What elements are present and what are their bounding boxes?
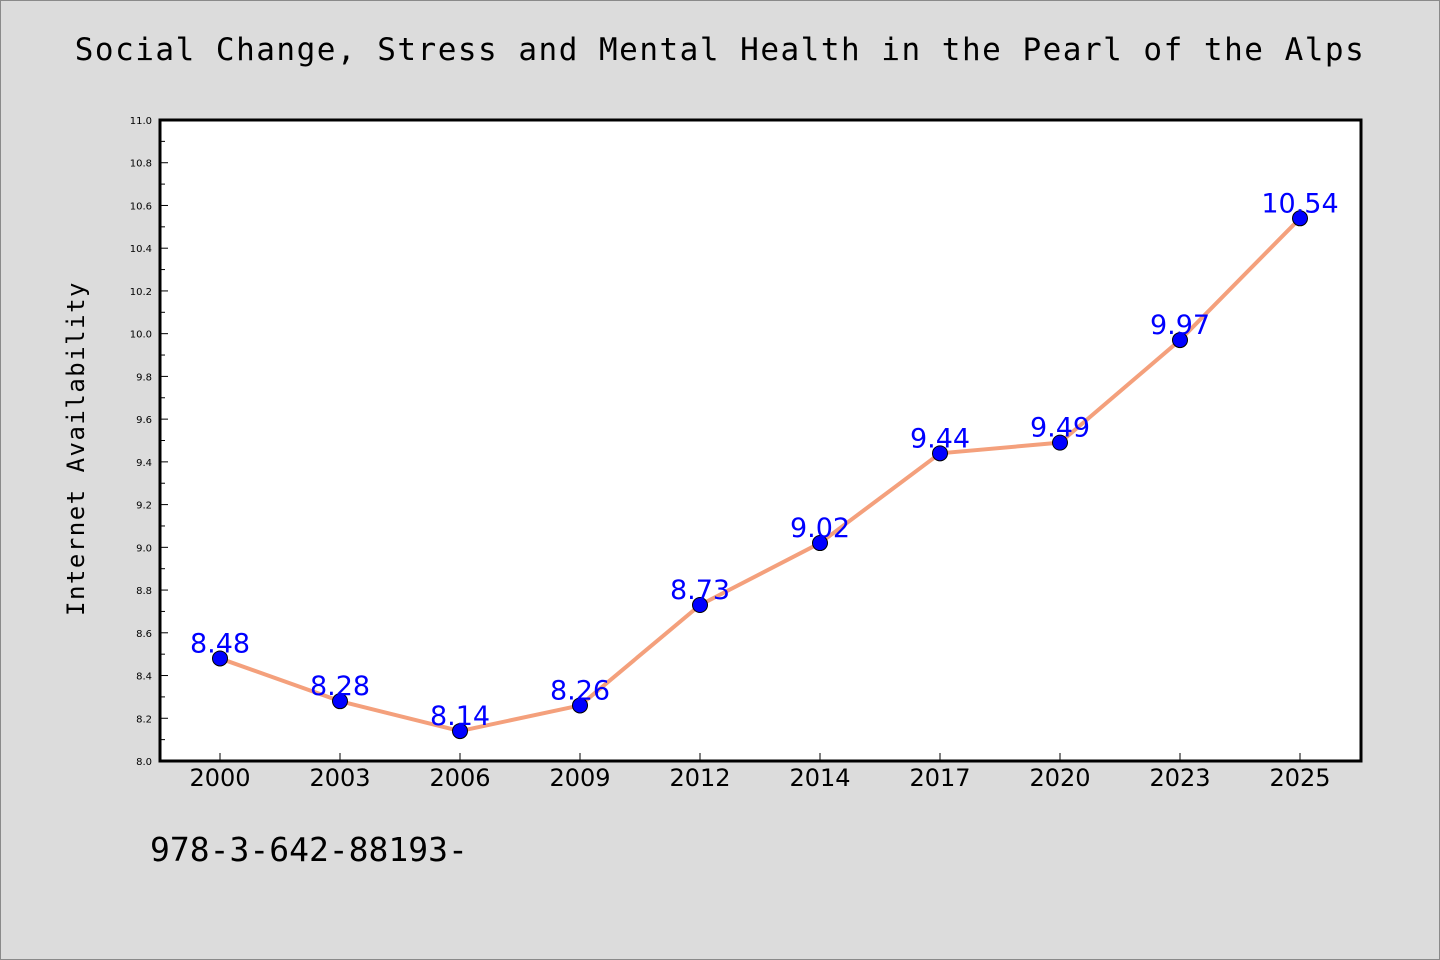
data-label: 9.02 [790, 513, 850, 544]
y-tick-label: 8.2 [136, 714, 152, 725]
y-tick-label: 9.2 [136, 501, 152, 512]
x-tick-label: 2012 [669, 764, 730, 792]
y-tick-label: 9.6 [136, 415, 152, 426]
x-axis: 2000 2003 2006 2009 2012 2014 2017 2020 2023 2025 [189, 753, 1331, 792]
data-point [212, 650, 228, 667]
data-point [1052, 434, 1068, 451]
x-tick-label: 2003 [309, 764, 370, 792]
y-axis-label: Internet Availability [62, 281, 90, 616]
y-tick-label: 10.6 [130, 201, 152, 212]
y-tick-label: 8.0 [136, 757, 152, 768]
data-label: 8.28 [310, 671, 370, 702]
data-label: 9.44 [910, 423, 970, 454]
y-axis: 8.0 8.2 8.4 8.6 8.8 9.0 9.2 9.4 9.6 9.8 10.0 10.2 10… [130, 116, 168, 768]
data-label: 10.54 [1261, 188, 1338, 219]
data-label: 9.49 [1030, 413, 1090, 444]
series-line [219, 216, 1302, 734]
data-label: 8.48 [190, 628, 250, 659]
y-tick-label: 10.2 [130, 287, 152, 298]
x-tick-label: 2017 [909, 764, 970, 792]
data-label: 8.73 [670, 575, 730, 606]
footnote-isbn: 978-3-642-88193- [150, 830, 468, 869]
x-tick-label: 2025 [1269, 764, 1330, 792]
data-label: 9.97 [1150, 310, 1210, 341]
data-point [812, 535, 828, 552]
data-point [1172, 332, 1188, 349]
chart-title: Social Change, Stress and Mental Health … [74, 32, 1366, 68]
data-point [1292, 210, 1308, 227]
data-point [692, 597, 708, 614]
data-label: 8.14 [430, 701, 490, 732]
y-tick-label: 8.8 [136, 586, 152, 597]
y-tick-label: 9.0 [136, 543, 152, 554]
x-tick-label: 2020 [1029, 764, 1090, 792]
x-tick-label: 2000 [189, 764, 250, 792]
y-tick-label: 10.8 [130, 159, 152, 170]
y-tick-label: 10.4 [130, 244, 152, 255]
y-tick-label: 9.4 [136, 458, 152, 469]
data-point [932, 445, 948, 462]
y-tick-label: 10.0 [130, 330, 152, 341]
y-tick-label: 8.6 [136, 629, 152, 640]
series-group: 8.48 8.28 8.14 8.26 8.73 9.02 9.44 9.49 9.97 10.5… [190, 188, 1339, 740]
x-tick-label: 2006 [429, 764, 490, 792]
data-point [452, 723, 468, 740]
y-tick-label: 9.8 [136, 372, 152, 383]
data-label: 8.26 [550, 675, 610, 706]
plot-area [158, 118, 1363, 763]
x-tick-label: 2014 [789, 764, 850, 792]
data-point [572, 697, 588, 714]
x-tick-label: 2023 [1149, 764, 1210, 792]
y-tick-label: 11.0 [130, 116, 152, 127]
y-tick-label: 8.4 [136, 672, 152, 683]
data-point [332, 693, 348, 710]
x-tick-label: 2009 [549, 764, 610, 792]
